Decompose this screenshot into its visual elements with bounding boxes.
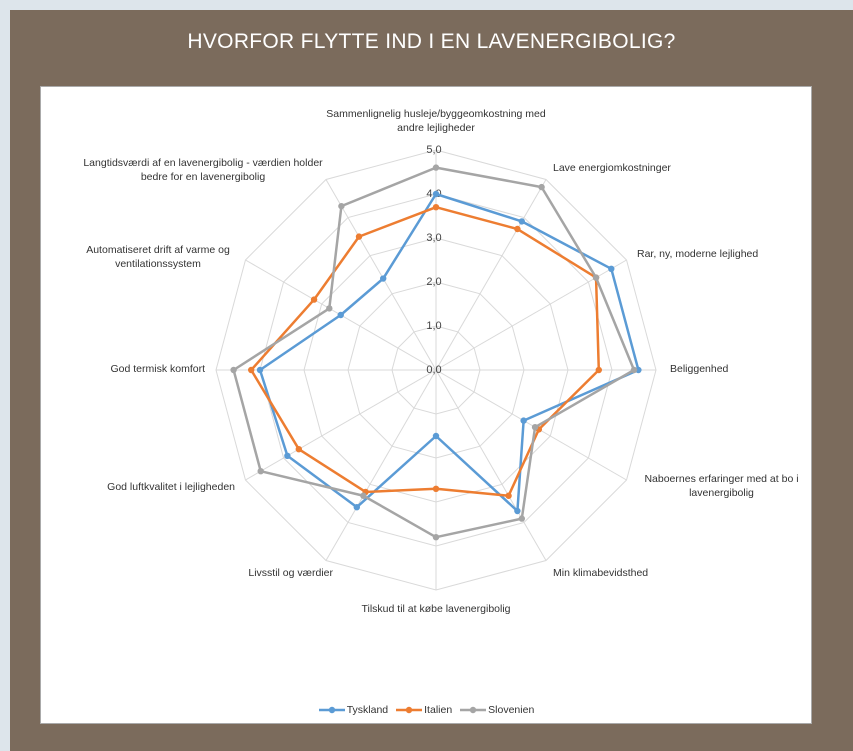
data-point <box>284 452 291 459</box>
axis-label: Naboernes erfaringer med at bo i lavener… <box>644 473 799 499</box>
data-point <box>608 265 615 272</box>
data-point <box>360 492 367 499</box>
data-point <box>592 274 600 281</box>
r-tick-label: 3,0 <box>426 232 441 244</box>
r-tick-label: 0,0 <box>426 364 441 376</box>
data-point <box>432 164 440 171</box>
data-point <box>538 183 545 191</box>
data-point <box>326 305 333 312</box>
legend-swatch <box>396 706 423 714</box>
data-point <box>432 432 440 440</box>
chart-title: HVORFOR FLYTTE IND I EN LAVENERGIBOLIG? <box>187 30 676 53</box>
data-point <box>353 503 360 511</box>
data-point <box>518 218 525 225</box>
axis-label: Sammenlignelig husleje/byggeomkostning m… <box>326 108 546 134</box>
data-point <box>520 417 527 424</box>
data-point <box>505 492 512 499</box>
data-point <box>310 296 318 303</box>
axis-label: Lave energiomkostninger <box>553 162 671 174</box>
data-point <box>531 424 539 431</box>
spoke <box>435 369 547 561</box>
data-point <box>518 515 525 522</box>
legend-item: Italien <box>396 704 452 716</box>
data-point <box>380 275 387 282</box>
legend-marker <box>328 706 335 714</box>
data-point <box>635 366 642 374</box>
axis-label: Beliggenhed <box>670 363 729 375</box>
axis-label: God termisk komfort <box>110 363 205 375</box>
data-point <box>338 202 345 210</box>
axis-label: Rar, ny, moderne lejlighed <box>637 248 759 260</box>
axis-label: Livsstil og værdier <box>248 567 333 579</box>
data-point <box>230 366 237 374</box>
legend-swatch <box>460 706 487 714</box>
data-point <box>514 225 521 233</box>
axis-label: Min klimabevidsthed <box>553 567 649 579</box>
data-point <box>432 204 440 211</box>
legend-swatch <box>318 706 345 714</box>
spoke <box>245 369 437 481</box>
legend-label: Italien <box>424 704 453 716</box>
legend-label: Tyskland <box>346 704 389 716</box>
data-point <box>295 446 303 453</box>
data-point <box>514 507 521 515</box>
axis-label: Automatiseret drift af varme og ventilat… <box>86 244 230 270</box>
data-point <box>256 366 264 374</box>
r-tick-label: 2,0 <box>426 276 441 288</box>
data-point <box>248 366 255 374</box>
legend-label: Slovenien <box>488 704 535 716</box>
legend-marker <box>405 706 413 714</box>
spoke <box>435 369 627 481</box>
data-point <box>337 311 344 319</box>
data-point <box>630 366 638 374</box>
data-point <box>355 233 363 240</box>
r-tick-label: 5,0 <box>426 144 441 156</box>
legend-item: Slovenien <box>460 704 534 716</box>
data-point <box>432 485 440 492</box>
legend-marker <box>469 706 477 714</box>
spoke <box>325 179 437 371</box>
spoke <box>435 179 547 371</box>
data-point <box>595 366 602 374</box>
legend: Tyskland Italien Slovenien <box>0 704 853 718</box>
data-point <box>432 534 440 541</box>
data-point <box>432 190 440 198</box>
data-point <box>257 468 264 475</box>
legend-item: Tyskland <box>318 704 389 716</box>
spoke <box>325 369 437 561</box>
axis-label: Langtidsværdi af en lavenergibolig - vær… <box>83 157 323 183</box>
r-tick-label: 1,0 <box>426 320 441 332</box>
axis-label: God luftkvalitet i lejligheden <box>107 481 235 493</box>
series-line <box>232 166 636 539</box>
plot-panel <box>40 86 812 724</box>
axis-label: Tilskud til at købe lavenergibolig <box>361 603 511 615</box>
